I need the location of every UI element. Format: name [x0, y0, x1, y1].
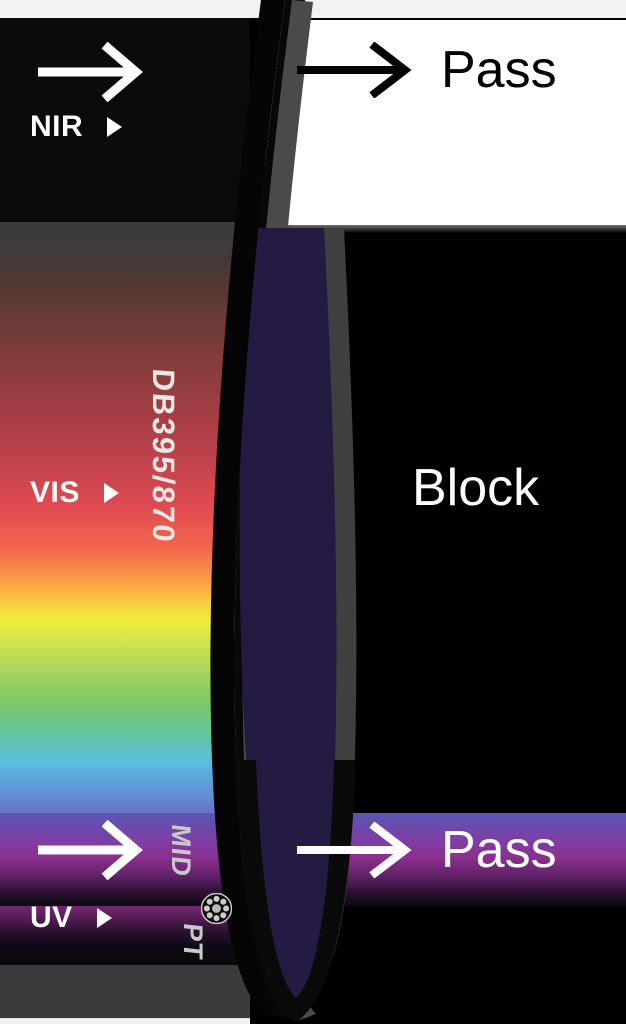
triangle-right-icon	[103, 483, 119, 503]
result-nir-pass: Pass	[295, 41, 557, 99]
triangle-right-icon	[96, 908, 112, 928]
arrow-right-icon	[295, 41, 415, 99]
nir-input-arrow	[36, 42, 146, 102]
nir-band-panel	[0, 18, 250, 222]
result-uv-pass: Pass	[295, 821, 557, 879]
band-label-nir-text: NIR	[30, 110, 84, 143]
band-label-uv-text: UV	[30, 901, 73, 934]
band-label-vis: VIS	[30, 478, 119, 508]
result-vis-block-text: Block	[412, 459, 540, 517]
aperture-rosette-icon	[200, 892, 233, 925]
nir-pass-band	[265, 20, 626, 233]
uv-gray-strip	[0, 965, 250, 1018]
result-nir-pass-text: Pass	[441, 41, 557, 99]
triangle-right-icon	[107, 117, 123, 137]
result-uv-pass-text: Pass	[441, 821, 557, 879]
band-label-nir: NIR	[30, 110, 123, 143]
band-label-vis-text: VIS	[30, 476, 80, 509]
filter-code-label: DB395/870	[146, 367, 181, 545]
band-label-uv: UV	[30, 903, 112, 933]
brand-label-mid: MID	[166, 822, 196, 879]
arrow-right-icon	[295, 821, 415, 879]
uv-input-arrow	[36, 820, 146, 880]
brand-label-pt: PT	[178, 921, 208, 962]
